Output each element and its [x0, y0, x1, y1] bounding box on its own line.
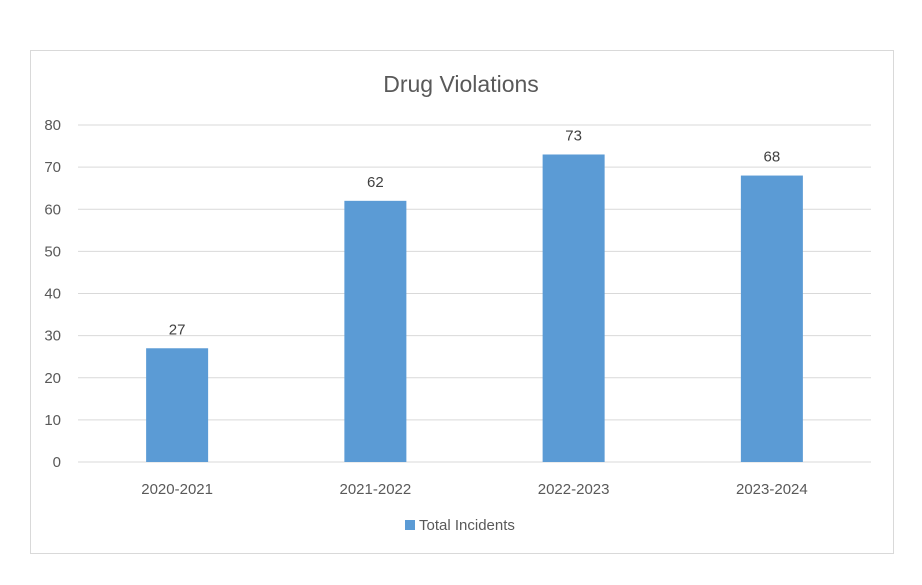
bars	[146, 154, 803, 463]
y-tick-label: 50	[44, 243, 61, 260]
x-tick-label: 2021-2022	[340, 481, 412, 498]
bar-2023-2024	[740, 175, 803, 463]
x-tick-label: 2020-2021	[141, 481, 213, 498]
bar-2020-2021	[146, 348, 209, 462]
x-tick-label: 2023-2024	[736, 481, 808, 498]
gridlines	[78, 124, 871, 463]
y-tick-label: 10	[44, 412, 61, 429]
y-tick-label: 0	[53, 454, 61, 471]
data-labels: 27 62 73 68	[169, 127, 780, 338]
y-tick-label: 20	[44, 370, 61, 387]
chart-title: Drug Violations	[383, 71, 539, 97]
data-label: 27	[169, 321, 186, 338]
data-label: 62	[367, 174, 384, 191]
y-tick-label: 70	[44, 159, 61, 176]
data-label: 73	[565, 127, 582, 144]
y-tick-label: 80	[44, 117, 61, 134]
bar-2021-2022	[344, 200, 407, 462]
x-tick-label: 2022-2023	[538, 481, 610, 498]
y-axis-ticks: 0 10 20 30 40 50 60 70 80	[44, 117, 61, 471]
legend-label: Total Incidents	[419, 517, 515, 534]
y-tick-label: 40	[44, 286, 61, 303]
legend-swatch	[405, 520, 415, 530]
bar-2022-2023	[542, 154, 605, 463]
y-tick-label: 60	[44, 201, 61, 218]
legend: Total Incidents	[405, 517, 515, 534]
x-axis-ticks: 2020-2021 2021-2022 2022-2023 2023-2024	[141, 481, 807, 498]
y-tick-label: 30	[44, 328, 61, 345]
data-label: 68	[764, 149, 781, 166]
